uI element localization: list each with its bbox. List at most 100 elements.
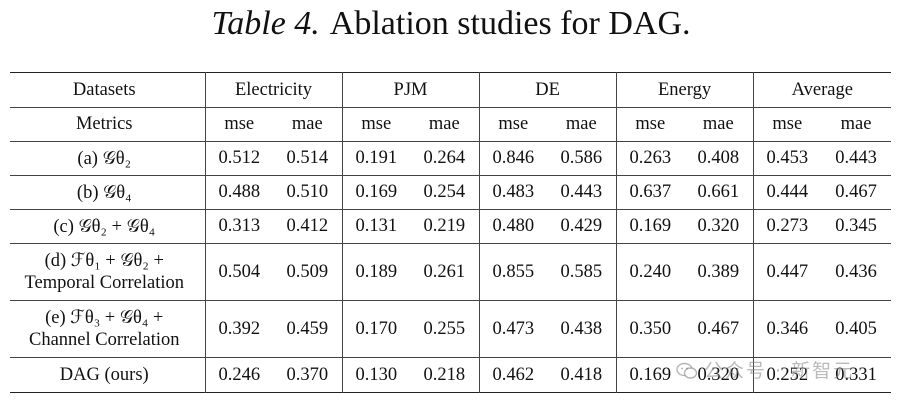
table-cell: 0.488: [204, 175, 273, 210]
table-cell: 0.438: [560, 318, 603, 339]
row-label: (c) 𝒢θ₂ + 𝒢θ₄: [53, 216, 156, 237]
table-cell: 0.130: [341, 357, 411, 393]
table-row: (e) ℱθ₃ + 𝒢θ₄ + Channel Correlation 0.39…: [10, 300, 892, 358]
table-cell: 0.473: [478, 300, 548, 358]
header-row-metrics: Metrics mse mae mse mae mse mae mse mae …: [10, 107, 892, 142]
table-cell: 0.350: [615, 300, 685, 358]
metric-header: mse: [615, 107, 685, 142]
table-cell: 0.191: [341, 141, 411, 176]
row-label: (a) 𝒢θ₂: [77, 148, 132, 169]
table-cell: 0.389: [697, 261, 740, 282]
table-cell: 0.436: [835, 261, 877, 282]
table-cell: 0.169: [615, 357, 685, 393]
row-label: (e) ℱθ₃ + 𝒢θ₄ + Channel Correlation: [10, 301, 205, 358]
table-cell: 0.131: [341, 209, 411, 244]
table-cell: 0.264: [423, 148, 466, 168]
table-cell: 0.254: [423, 182, 466, 202]
table-cell: 0.846: [478, 141, 548, 176]
table-cell: 0.240: [615, 243, 685, 301]
metric-header: mse: [204, 107, 273, 142]
table-cell: 0.320: [697, 216, 740, 236]
table-cell: 0.169: [341, 175, 411, 210]
row-label-line: Channel Correlation: [28, 330, 180, 350]
table-cell: 0.504: [204, 243, 273, 301]
table-cell: 0.170: [341, 300, 411, 358]
table-cell: 0.444: [752, 175, 822, 210]
table-cell: 0.189: [341, 243, 411, 301]
ablation-table: Datasets Electricity PJM DE Energy Avera…: [10, 72, 892, 393]
table-cell: 0.219: [423, 216, 466, 236]
table-cell: 0.331: [835, 364, 877, 385]
metric-header: mse: [752, 107, 822, 142]
dataset-header: Electricity: [204, 72, 343, 108]
table-cell: 0.586: [560, 148, 603, 168]
dataset-header: PJM: [341, 72, 480, 108]
watermark-text: 公众号 · 新智元: [704, 360, 855, 382]
table-cell: 0.443: [835, 148, 877, 168]
datasets-label: Datasets: [72, 79, 136, 100]
watermark: 公众号 · 新智元: [676, 356, 854, 383]
metric-header: mae: [291, 114, 323, 134]
table-cell: 0.467: [835, 182, 877, 202]
table-cell: 0.273: [752, 209, 822, 244]
table-cell: 0.345: [835, 216, 877, 236]
metric-header: mae: [428, 114, 460, 134]
table-cell: 0.261: [423, 261, 466, 282]
dataset-header: DE: [478, 72, 617, 108]
metric-header: mae: [840, 114, 872, 134]
table-cell: 0.408: [697, 148, 740, 168]
wechat-icon: [676, 362, 698, 379]
table-cell: 0.459: [286, 318, 329, 339]
row-label: (d) ℱθ₁ + 𝒢θ₂ + Temporal Correlation: [10, 244, 205, 301]
table-cell: 0.412: [286, 216, 329, 236]
table-cell: 0.514: [286, 148, 329, 168]
table-row: (c) 𝒢θ₂ + 𝒢θ₄ 0.313 0.412 0.131 0.219 0.480 0…: [10, 209, 892, 244]
table-cell: 0.637: [615, 175, 685, 210]
table-caption: Table 4. Ablation studies for DAG.: [0, 4, 902, 44]
table-cell: 0.252: [752, 357, 822, 393]
metric-header: mae: [565, 114, 597, 134]
table-cell: 0.480: [478, 209, 548, 244]
metrics-label: Metrics: [75, 114, 133, 134]
table-cell: 0.429: [560, 216, 603, 236]
header-row-datasets: Datasets Electricity PJM DE Energy Avera…: [10, 72, 892, 108]
table-cell: 0.661: [697, 182, 740, 202]
table-cell: 0.263: [615, 141, 685, 176]
table-cell: 0.392: [204, 300, 273, 358]
table-row-ours: DAG (ours) 0.246 0.370 0.130 0.218 0.462 0.41…: [10, 357, 892, 393]
table-cell: 0.443: [560, 182, 603, 202]
table-cell: 0.246: [204, 357, 273, 393]
table-cell: 0.855: [478, 243, 548, 301]
table-cell: 0.313: [204, 209, 273, 244]
metric-header: mae: [702, 114, 734, 134]
table-cell: 0.447: [752, 243, 822, 301]
row-label-line: Temporal Correlation: [24, 273, 185, 293]
row-label: DAG (ours): [59, 364, 149, 385]
table-cell: 0.346: [752, 300, 822, 358]
dataset-header: Average: [752, 72, 892, 108]
table-cell: 0.218: [423, 364, 466, 385]
table-row: (d) ℱθ₁ + 𝒢θ₂ + Temporal Correlation 0.5…: [10, 243, 892, 301]
table-cell: 0.483: [478, 175, 548, 210]
row-label: (b) 𝒢θ₄: [76, 182, 132, 203]
table-row: (b) 𝒢θ₄ 0.488 0.510 0.169 0.254 0.483 0.443 0.…: [10, 175, 892, 210]
row-label-line: (d) ℱθ₁ + 𝒢θ₂ +: [44, 251, 164, 271]
table-cell: 0.418: [560, 364, 603, 385]
table-row: (a) 𝒢θ₂ 0.512 0.514 0.191 0.264 0.846 0.586 0.…: [10, 141, 892, 176]
table-cell: 0.510: [286, 182, 329, 202]
table-cell: 0.370: [286, 364, 329, 385]
table-cell: 0.467: [697, 318, 740, 339]
caption-label: Table 4.: [211, 5, 320, 42]
table-cell: 0.509: [286, 261, 329, 282]
table-cell: 0.512: [204, 141, 273, 176]
caption-text: Ablation studies for DAG.: [329, 5, 691, 42]
table-cell: 0.255: [423, 318, 466, 339]
table-cell: 0.405: [835, 318, 877, 339]
dataset-header: Energy: [615, 72, 754, 108]
table-cell: 0.585: [560, 261, 603, 282]
row-label-line: (e) ℱθ₃ + 𝒢θ₄ +: [45, 308, 164, 328]
table-cell: 0.453: [752, 141, 822, 176]
table-cell: 0.169: [615, 209, 685, 244]
metric-header: mse: [341, 107, 411, 142]
table-cell: 0.320: [697, 364, 740, 385]
